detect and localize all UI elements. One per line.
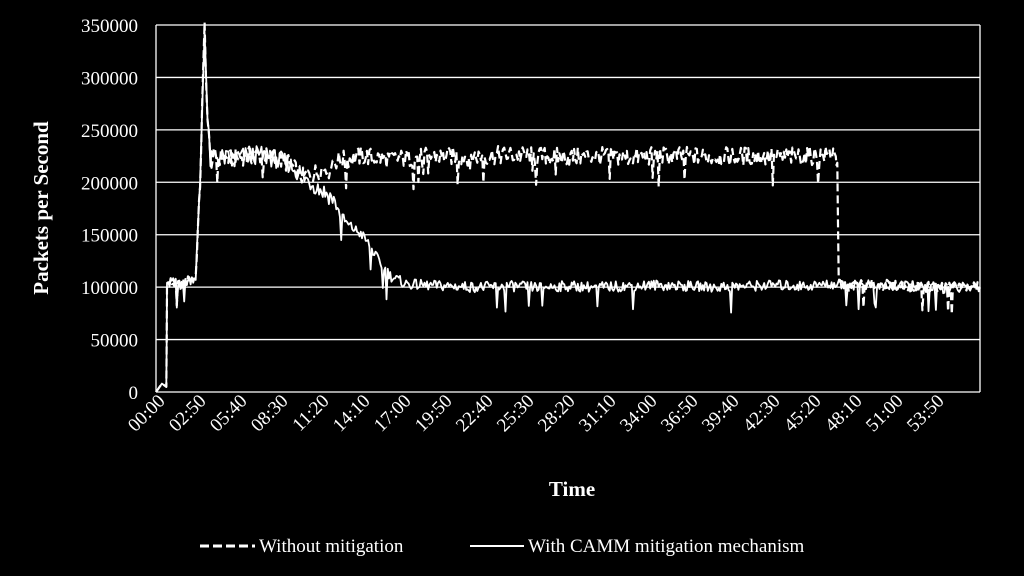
x-tick-label: 08:30	[247, 391, 292, 436]
y-axis-title: Packets per Second	[29, 121, 53, 295]
x-tick-label: 28:20	[534, 391, 579, 436]
x-tick-label: 05:40	[206, 391, 251, 436]
series-lines	[155, 21, 982, 393]
x-tick-label: 14:10	[329, 391, 374, 436]
x-tick-label: 02:50	[165, 391, 210, 436]
x-tick-label: 48:10	[821, 391, 866, 436]
y-tick-label: 50000	[91, 331, 139, 352]
x-tick-label: 42:30	[739, 391, 784, 436]
x-tick-label: 39:40	[698, 391, 743, 436]
legend-label-without-mitigation: Without mitigation	[259, 536, 404, 557]
y-tick-label: 300000	[81, 68, 138, 89]
legend: Without mitigation With CAMM mitigation …	[200, 536, 805, 557]
x-tick-label: 11:20	[289, 391, 334, 436]
x-axis-title: Time	[549, 477, 595, 501]
x-tick-label: 34:00	[616, 391, 661, 436]
y-tick-label: 0	[129, 383, 139, 404]
x-tick-labels: 00:0002:5005:4008:3011:2014:1017:0019:50…	[124, 391, 948, 436]
y-tick-label: 150000	[81, 226, 138, 247]
y-tick-labels: 0 50000 100000 150000 200000 250000 300000 3500…	[81, 16, 138, 404]
y-tick-label: 250000	[81, 121, 138, 142]
series-line-with-camm	[155, 31, 981, 393]
y-tick-label: 200000	[81, 173, 138, 194]
x-tick-label: 53:50	[903, 391, 948, 436]
x-tick-label: 36:50	[657, 391, 702, 436]
y-tick-label: 350000	[81, 16, 138, 37]
legend-label-with-camm: With CAMM mitigation mechanism	[528, 536, 805, 557]
x-tick-label: 31:10	[575, 391, 620, 436]
x-tick-label: 19:50	[411, 391, 456, 436]
grid	[155, 24, 981, 393]
x-tick-label: 45:20	[780, 391, 825, 436]
x-tick-label: 51:00	[862, 391, 907, 436]
x-tick-label: 17:00	[370, 391, 415, 436]
x-tick-label: 22:40	[452, 391, 497, 436]
y-tick-label: 100000	[81, 278, 138, 299]
x-tick-label: 25:30	[493, 391, 538, 436]
